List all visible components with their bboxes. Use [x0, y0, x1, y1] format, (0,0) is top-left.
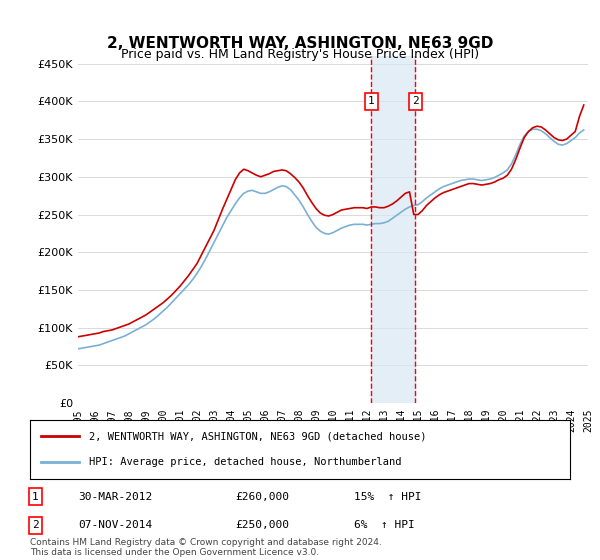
- Text: Contains HM Land Registry data © Crown copyright and database right 2024.
This d: Contains HM Land Registry data © Crown c…: [30, 538, 382, 557]
- Text: £250,000: £250,000: [235, 520, 289, 530]
- Text: 07-NOV-2014: 07-NOV-2014: [79, 520, 153, 530]
- Text: 2, WENTWORTH WAY, ASHINGTON, NE63 9GD: 2, WENTWORTH WAY, ASHINGTON, NE63 9GD: [107, 36, 493, 52]
- Text: 1: 1: [32, 492, 39, 502]
- Text: 2, WENTWORTH WAY, ASHINGTON, NE63 9GD (detached house): 2, WENTWORTH WAY, ASHINGTON, NE63 9GD (d…: [89, 431, 427, 441]
- Text: 6%  ↑ HPI: 6% ↑ HPI: [354, 520, 415, 530]
- Text: Price paid vs. HM Land Registry's House Price Index (HPI): Price paid vs. HM Land Registry's House …: [121, 48, 479, 60]
- Text: £260,000: £260,000: [235, 492, 289, 502]
- Text: HPI: Average price, detached house, Northumberland: HPI: Average price, detached house, Nort…: [89, 458, 402, 468]
- Text: 15%  ↑ HPI: 15% ↑ HPI: [354, 492, 421, 502]
- Text: 2: 2: [32, 520, 39, 530]
- Text: 1: 1: [368, 96, 374, 106]
- Bar: [371, 56, 415, 403]
- Text: 30-MAR-2012: 30-MAR-2012: [79, 492, 153, 502]
- Text: 2: 2: [412, 96, 419, 106]
